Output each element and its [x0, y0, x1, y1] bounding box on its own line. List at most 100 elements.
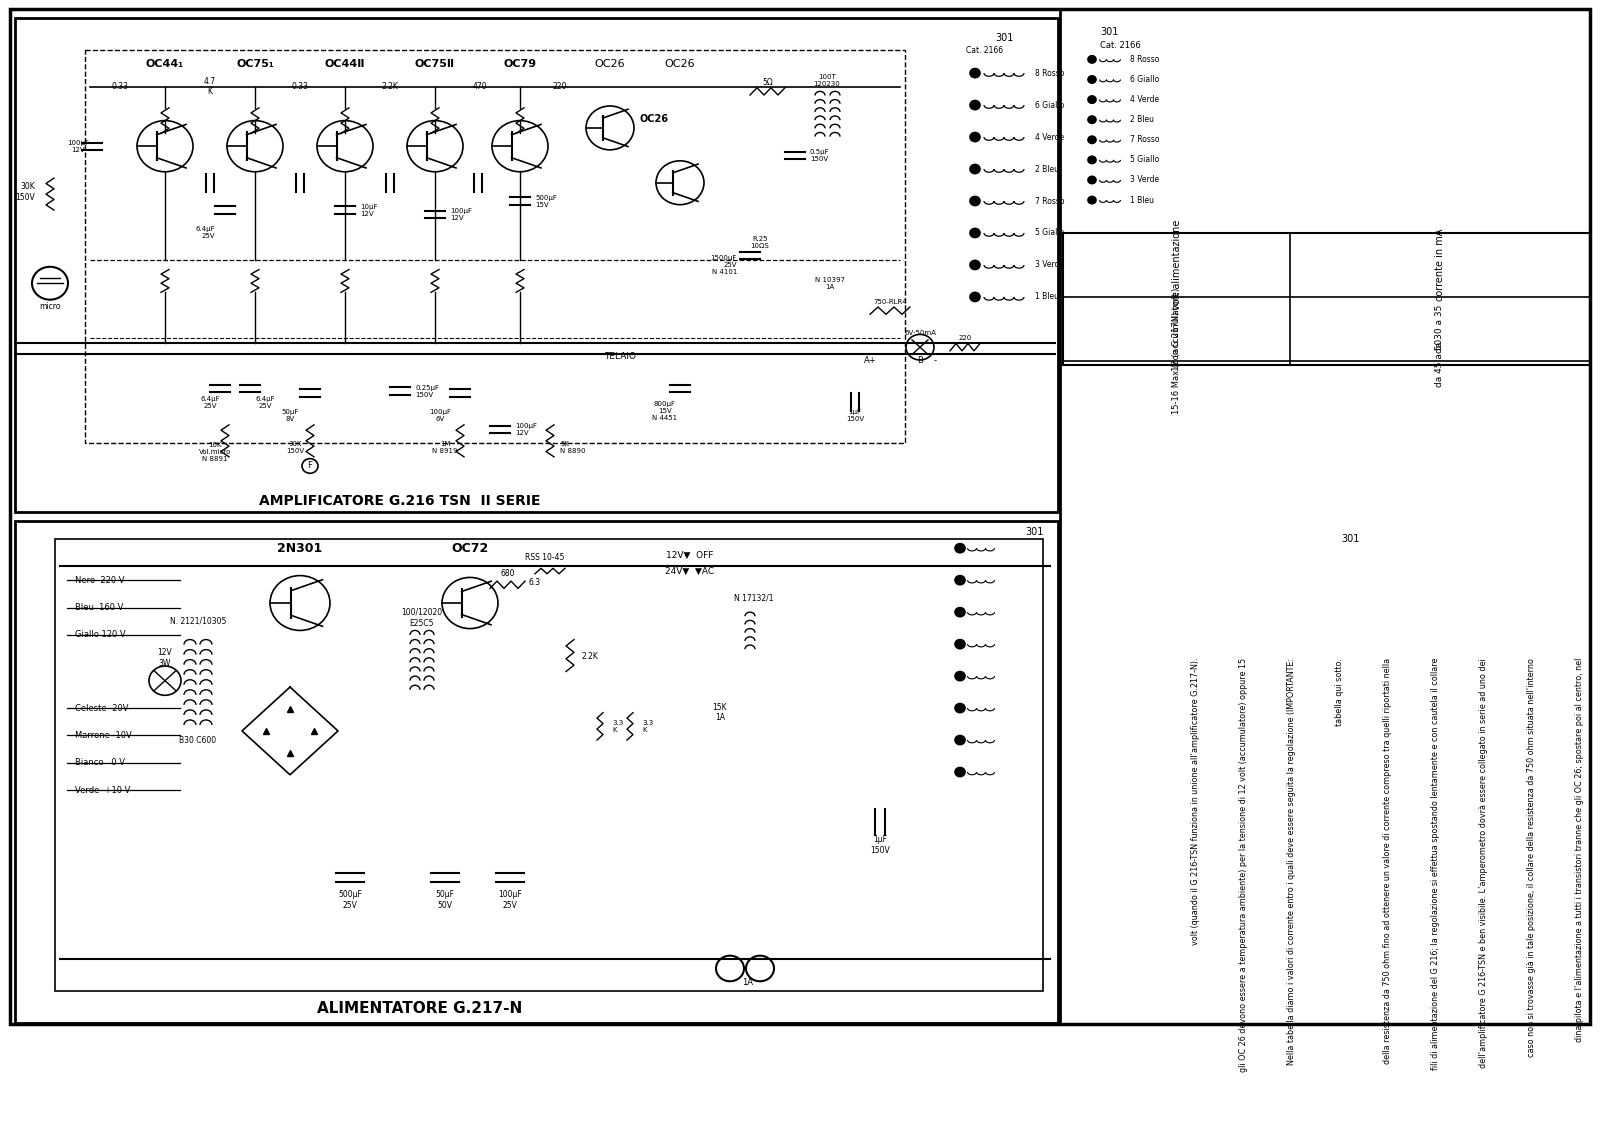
Circle shape: [970, 132, 979, 141]
Text: 470: 470: [472, 83, 488, 92]
Text: 100μF
12V: 100μF 12V: [450, 208, 472, 222]
Text: 4.7
K: 4.7 K: [203, 77, 216, 96]
Text: 8 Rosso: 8 Rosso: [1130, 55, 1160, 63]
Text: 500μF
25V: 500μF 25V: [338, 890, 362, 909]
Text: 2.2K: 2.2K: [582, 651, 598, 661]
Text: da 45 a 50: da 45 a 50: [1435, 339, 1445, 387]
Text: AMPLIFICATORE G.216 TSN  II SERIE: AMPLIFICATORE G.216 TSN II SERIE: [259, 494, 541, 508]
Text: 5Ω: 5Ω: [763, 78, 773, 87]
Text: Verde  +10 V: Verde +10 V: [75, 786, 130, 795]
Circle shape: [1088, 96, 1096, 103]
Text: RSS 10-45: RSS 10-45: [525, 553, 565, 562]
Text: OC75Ⅱ: OC75Ⅱ: [414, 59, 454, 69]
Circle shape: [1088, 76, 1096, 84]
Text: OC26: OC26: [664, 59, 696, 69]
Text: 4 Verde: 4 Verde: [1035, 132, 1064, 141]
Text: 100μF
6V: 100μF 6V: [429, 409, 451, 422]
Text: TELAIO: TELAIO: [605, 352, 637, 361]
Text: 5K
N 8890: 5K N 8890: [560, 441, 586, 455]
Text: Nella tabella diamo i valori di corrente entro i quali deve essere seguita la re: Nella tabella diamo i valori di corrente…: [1288, 658, 1296, 1064]
Text: 30K
150V: 30K 150V: [286, 441, 304, 455]
Text: 4 Verde: 4 Verde: [1130, 95, 1158, 104]
Text: 1μF
150V: 1μF 150V: [846, 409, 864, 422]
Text: fili di alimentazione del G 216; la regolazione si effettua spostando lentamente: fili di alimentazione del G 216; la rego…: [1432, 658, 1440, 1070]
Circle shape: [955, 703, 965, 713]
Text: 301: 301: [1026, 527, 1045, 537]
Text: 15K
1A: 15K 1A: [712, 703, 728, 723]
Text: OC75₁: OC75₁: [237, 59, 274, 69]
Circle shape: [955, 544, 965, 553]
Circle shape: [955, 576, 965, 585]
Text: 800μF
15V
N 4451: 800μF 15V N 4451: [653, 402, 677, 421]
Text: OC72: OC72: [451, 542, 488, 554]
Text: 2 Bleu: 2 Bleu: [1130, 115, 1154, 124]
Text: 100μF
12V: 100μF 12V: [67, 140, 90, 153]
Text: dell’amplificatore G 216-TSN e ben visibile. L’amperometro dovrà essere collegat: dell’amplificatore G 216-TSN e ben visib…: [1480, 658, 1488, 1068]
Circle shape: [1088, 116, 1096, 123]
Text: 30K
150V: 30K 150V: [16, 182, 35, 201]
Text: Cat. 2166: Cat. 2166: [966, 45, 1003, 54]
Text: B: B: [917, 356, 923, 365]
Text: 10K
Vol.micro
N 8891: 10K Vol.micro N 8891: [198, 442, 230, 463]
Text: 1M
N 8919: 1M N 8919: [432, 441, 458, 455]
Text: caso non si trovasse già in tale posizione, il collare della resistenza da 750 o: caso non si trovasse già in tale posizio…: [1528, 658, 1536, 1056]
Text: 301: 301: [1341, 534, 1358, 544]
Text: Bleu  160 V: Bleu 160 V: [75, 603, 123, 612]
Text: 2N301: 2N301: [277, 542, 323, 554]
Text: 15-16 Max (con G.217N): 15-16 Max (con G.217N): [1171, 312, 1181, 414]
Text: 100T
120230: 100T 120230: [814, 74, 840, 87]
Text: gli OC 26 devono essere a temperatura ambiente) per la tensione di 12 volt (accu: gli OC 26 devono essere a temperatura am…: [1240, 658, 1248, 1072]
Text: 3 Verde: 3 Verde: [1035, 260, 1064, 269]
Circle shape: [970, 164, 979, 173]
Bar: [14, 18, 1058, 511]
Text: Nero  220 V: Nero 220 V: [75, 576, 125, 585]
Text: OC26: OC26: [640, 114, 669, 123]
Circle shape: [1088, 55, 1096, 63]
Text: Bianco   0 V: Bianco 0 V: [75, 759, 125, 768]
Circle shape: [955, 672, 965, 681]
Text: 6.3: 6.3: [530, 578, 541, 587]
Text: A+: A+: [864, 356, 877, 365]
Text: 6 Giallo: 6 Giallo: [1130, 75, 1160, 84]
Circle shape: [1088, 156, 1096, 164]
Text: 0.33: 0.33: [112, 83, 128, 92]
Bar: [1062, 233, 1590, 365]
Circle shape: [970, 260, 979, 269]
Text: OC44₁: OC44₁: [146, 59, 184, 69]
Circle shape: [1088, 176, 1096, 183]
Text: Giallo 120 V: Giallo 120 V: [75, 630, 126, 639]
Text: 6.4μF
25V: 6.4μF 25V: [200, 396, 219, 408]
Text: tabella qui sotto.: tabella qui sotto.: [1336, 658, 1344, 726]
Bar: [14, 520, 1058, 1024]
Text: 1μF
150V: 1μF 150V: [870, 836, 890, 855]
Text: 680: 680: [501, 569, 515, 578]
Text: 12V▼  OFF: 12V▼ OFF: [666, 551, 714, 560]
Text: 500μF
15V: 500μF 15V: [534, 195, 557, 207]
Text: N 10397
1A: N 10397 1A: [814, 277, 845, 290]
Text: 3 Verde: 3 Verde: [1130, 175, 1158, 184]
Text: N 17132/1: N 17132/1: [734, 594, 774, 603]
Text: Celeste -20V: Celeste -20V: [75, 703, 128, 713]
Text: dina pilota e l’alimentazione a tutti i transistori tranne che gli OC 26; sposta: dina pilota e l’alimentazione a tutti i …: [1576, 658, 1584, 1042]
Text: 6V·50mA: 6V·50mA: [904, 330, 936, 337]
Text: 2.2K: 2.2K: [381, 83, 398, 92]
Text: 100μF
12V: 100μF 12V: [515, 423, 538, 435]
Text: da 30 a 35: da 30 a 35: [1435, 304, 1445, 353]
Text: 1500μF
25V
N 4101: 1500μF 25V N 4101: [710, 254, 738, 275]
Text: 750-RLR4: 750-RLR4: [874, 299, 907, 304]
Text: 7 Rosso: 7 Rosso: [1035, 197, 1064, 206]
Text: OC79: OC79: [504, 59, 536, 69]
Text: 6.4μF
25V: 6.4μF 25V: [254, 396, 275, 408]
Text: 7 Rosso: 7 Rosso: [1130, 136, 1160, 145]
Text: OC26: OC26: [595, 59, 626, 69]
Text: 301: 301: [1101, 27, 1118, 37]
Text: micro: micro: [40, 302, 61, 311]
Text: 0.25μF
150V: 0.25μF 150V: [414, 385, 438, 397]
Text: 220: 220: [958, 335, 971, 342]
Circle shape: [970, 197, 979, 206]
Text: 1 Bleu: 1 Bleu: [1035, 293, 1059, 302]
Text: 0.5μF
150V: 0.5μF 150V: [810, 149, 830, 162]
Circle shape: [970, 293, 979, 302]
Text: OC44Ⅱ: OC44Ⅱ: [325, 59, 365, 69]
Circle shape: [1088, 136, 1096, 144]
